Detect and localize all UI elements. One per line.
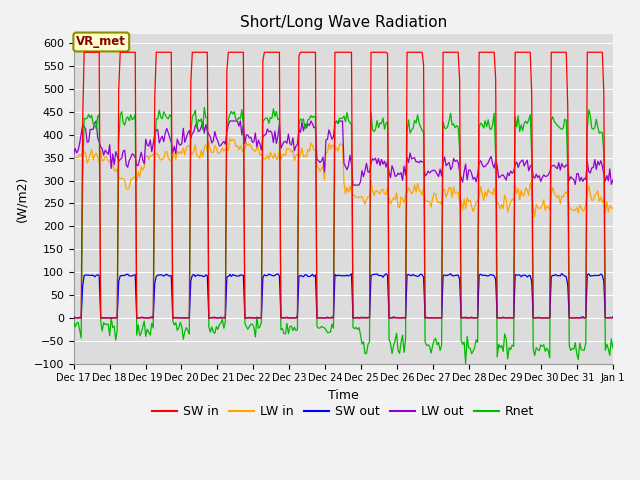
LW out (259, 134, 267, 140)
SW in (232, 49, 240, 55)
LW out (307, 118, 315, 124)
SW in (259, 58, 267, 63)
SW out (70, 313, 77, 319)
Line: SW in: SW in (74, 52, 613, 318)
Line: Rnet: Rnet (74, 108, 613, 364)
LW out (250, 139, 258, 144)
Rnet (136, 333, 143, 339)
LW out (349, 182, 357, 188)
SW out (232, 273, 240, 278)
LW in (582, 201, 589, 206)
X-axis label: Time: Time (328, 389, 358, 402)
LW in (259, 156, 267, 161)
SW out (582, 314, 589, 320)
Rnet (582, 340, 589, 346)
Rnet (259, 119, 267, 125)
SW out (138, 314, 145, 320)
LW in (226, 135, 234, 141)
Rnet (200, 105, 208, 110)
SW in (307, 49, 315, 55)
LW out (138, 149, 145, 155)
Line: LW out: LW out (74, 121, 613, 185)
SW out (259, 275, 267, 280)
Line: LW in: LW in (74, 138, 613, 216)
Legend: SW in, LW in, SW out, LW out, Rnet: SW in, LW in, SW out, LW out, Rnet (147, 400, 540, 423)
LW out (92, 118, 100, 124)
Y-axis label: (W/m2): (W/m2) (15, 176, 28, 222)
LW in (136, 174, 143, 180)
Rnet (609, 345, 617, 350)
LW in (70, 152, 77, 158)
LW out (582, 177, 589, 182)
LW in (232, 144, 240, 149)
LW out (232, 118, 240, 124)
SW out (558, 271, 566, 276)
Text: VR_met: VR_met (76, 36, 126, 48)
LW in (609, 205, 617, 211)
SW out (73, 315, 81, 321)
SW in (70, 315, 77, 321)
SW in (138, 315, 145, 321)
LW in (531, 214, 538, 219)
Rnet (250, 324, 258, 330)
SW in (81, 49, 88, 55)
SW in (250, 315, 258, 321)
LW out (609, 177, 617, 183)
SW out (609, 314, 617, 320)
SW out (307, 273, 315, 279)
SW in (609, 315, 617, 321)
Rnet (307, 113, 315, 119)
SW in (580, 315, 588, 321)
Rnet (462, 361, 470, 367)
Rnet (232, 117, 240, 122)
LW in (307, 140, 315, 146)
SW out (250, 315, 258, 321)
Title: Short/Long Wave Radiation: Short/Long Wave Radiation (239, 15, 447, 30)
LW in (250, 147, 258, 153)
LW out (70, 151, 77, 157)
Line: SW out: SW out (74, 274, 613, 318)
Rnet (70, 317, 77, 323)
